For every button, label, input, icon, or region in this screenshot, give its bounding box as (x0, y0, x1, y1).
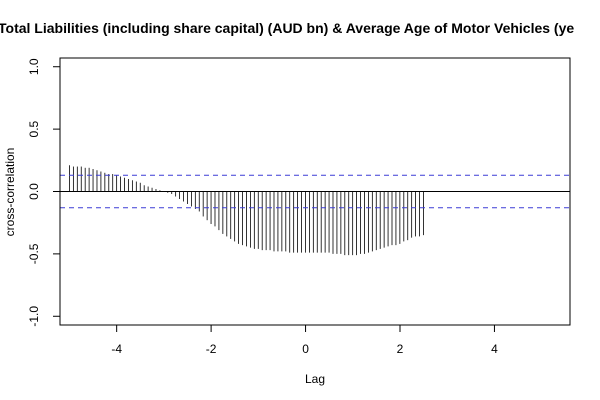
y-tick-label: 0.0 (27, 183, 41, 200)
y-tick-label: -1.0 (27, 306, 41, 327)
y-axis: -1.0 -0.5 0.0 0.5 1.0 (27, 58, 61, 327)
y-axis-label: cross-correlation (3, 148, 17, 237)
x-axis-label: Lag (305, 372, 325, 386)
y-tick-label: 0.5 (27, 120, 41, 137)
x-axis: -4 -2 0 2 4 (111, 324, 498, 356)
x-tick-label: -2 (206, 342, 217, 356)
y-tick-label: 1.0 (27, 58, 41, 75)
confidence-bounds (60, 174, 570, 209)
x-tick-label: 4 (491, 342, 498, 356)
y-tick-label: -0.5 (27, 243, 41, 264)
x-tick-label: -4 (111, 342, 122, 356)
ccf-bars (69, 165, 424, 256)
x-tick-label: 2 (397, 342, 404, 356)
chart-title: Total Liabilities (including share capit… (0, 20, 574, 36)
x-tick-label: 0 (302, 342, 309, 356)
